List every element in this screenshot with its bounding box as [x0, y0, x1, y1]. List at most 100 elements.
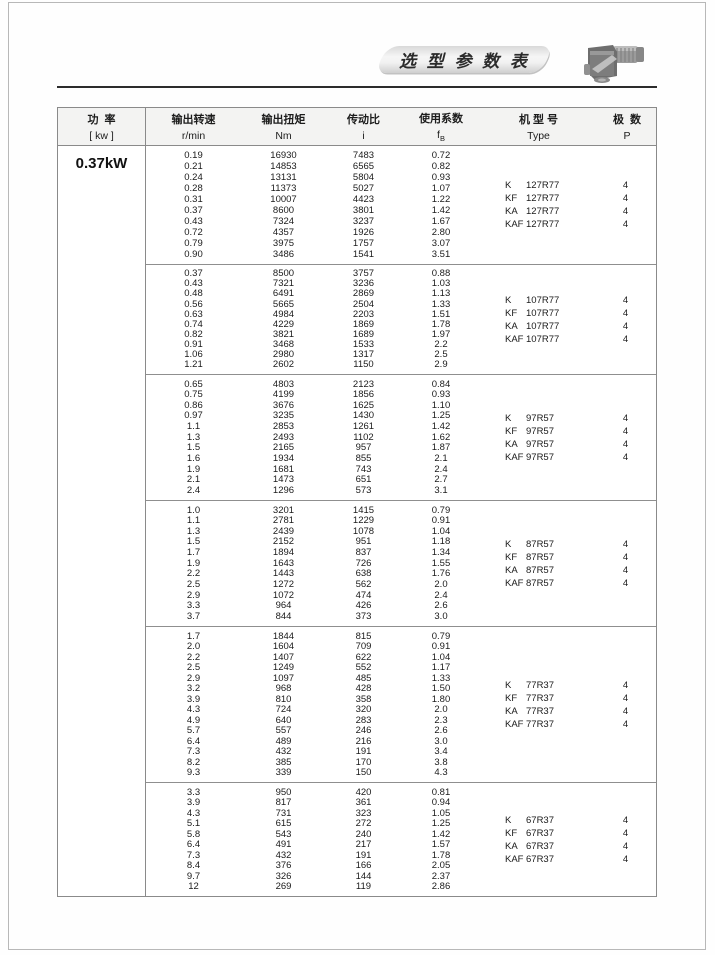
torque-value: 10007 [270, 193, 297, 205]
rpm-value: 4.9 [186, 714, 201, 726]
torque-value: 731 [275, 807, 292, 819]
rpm-value: 0.74 [184, 318, 203, 330]
service-factor-value: 1.33 [431, 298, 451, 310]
ratio-value: 166 [355, 860, 372, 871]
rpm-value: 8.4 [186, 860, 201, 871]
ratio-value: 485 [355, 672, 372, 684]
ratio-value: 358 [355, 693, 372, 705]
torque-value: 2602 [272, 359, 295, 371]
type-designation: KAF 87R57 [505, 577, 595, 590]
ratio-value: 323 [355, 807, 372, 819]
torque-value-column: 950 817 731 615 543 491 432 376 326 269 [241, 783, 326, 896]
type-designation: KAF 127R77 [505, 218, 595, 231]
poles-value: 4 [622, 438, 629, 450]
rpm-value: 3.3 [186, 786, 201, 798]
type-model: 87R57 [526, 577, 554, 589]
rpm-value: 0.90 [184, 248, 203, 260]
torque-value-column: 8500 7321 6491 5665 4984 4229 3821 3468 2980 2602 [241, 265, 326, 374]
torque-value: 326 [275, 870, 292, 882]
table-body-blocks: 0.19 0.21 0.24 0.28 0.31 0.37 0.43 0.72 0.79 0.90… [146, 146, 656, 896]
type-prefix: KA [505, 320, 518, 332]
rpm-value: 9.7 [186, 870, 201, 882]
type-model: 97R57 [526, 412, 554, 424]
rpm-value: 0.82 [184, 328, 203, 340]
type-model: 77R37 [526, 692, 554, 704]
col-header-ratio: 传动比 i [347, 114, 380, 142]
type-prefix: K [505, 180, 512, 191]
rpm-value: 5.7 [186, 725, 201, 736]
type-designation: KAF 67R37 [505, 853, 595, 866]
type-designation: K 127R77 [505, 179, 595, 192]
type-model: 67R37 [526, 827, 554, 839]
type-prefix: KA [505, 438, 518, 450]
ratio-value: 144 [355, 870, 372, 882]
service-factor-value: 2.7 [434, 474, 448, 486]
torque-value: 557 [275, 725, 292, 736]
type-model: 67R37 [526, 840, 554, 852]
service-factor-value: 1.67 [431, 215, 451, 227]
type-prefix: K [505, 294, 512, 306]
type-designation: KA 127R77 [505, 205, 595, 218]
torque-value: 4357 [272, 226, 295, 238]
ratio-value: 283 [355, 714, 372, 726]
poles-value: 4 [622, 538, 629, 550]
ratio-value: 638 [355, 568, 372, 580]
ratio-value: 6565 [352, 160, 375, 172]
torque-value-column: 4803 4199 3676 3235 2853 2493 2165 1934 1681 1473… [241, 375, 326, 500]
service-factor-value: 2.1 [434, 452, 448, 464]
service-factor-value-column: 0.72 0.82 0.93 1.07 1.22 1.42 1.67 2.80 3.07 3.51 [401, 146, 481, 264]
torque-value: 2980 [272, 349, 295, 361]
ratio-value: 815 [355, 630, 372, 642]
torque-value: 4199 [272, 389, 295, 401]
type-model: 97R57 [526, 425, 554, 437]
service-factor-value: 0.82 [431, 160, 451, 172]
torque-value: 1473 [272, 474, 295, 486]
torque-value: 950 [275, 786, 292, 798]
poles-value: 4 [622, 294, 629, 306]
rpm-value: 3.9 [186, 797, 201, 808]
model-group-block: 0.19 0.21 0.24 0.28 0.31 0.37 0.43 0.72 0.79 0.90… [146, 146, 656, 264]
rpm-value: 0.91 [184, 338, 203, 350]
ratio-value: 191 [355, 746, 372, 757]
torque-value: 1681 [272, 463, 295, 475]
torque-value-column: 3201 2781 2439 2152 1894 1643 1443 1272 1072 964 8… [241, 501, 326, 626]
type-designation: KF 97R57 [505, 425, 595, 438]
type-model: 107R77 [526, 294, 560, 306]
type-designation: KF 77R37 [505, 692, 595, 705]
rpm-value: 0.19 [184, 149, 203, 161]
poles-value: 4 [622, 705, 629, 717]
type-prefix: KF [505, 307, 518, 319]
ratio-value: 573 [355, 484, 372, 496]
type-prefix: KF [505, 193, 518, 204]
service-factor-value: 1.42 [431, 204, 451, 216]
service-factor-value: 1.25 [431, 410, 451, 422]
type-prefix: KAF [505, 853, 524, 865]
torque-value: 7321 [272, 278, 295, 290]
rpm-value: 1.21 [184, 359, 203, 371]
type-designation: KA 67R37 [505, 840, 595, 853]
ratio-value: 1102 [353, 431, 374, 443]
rpm-value: 3.2 [186, 683, 201, 694]
ratio-value: 170 [355, 756, 372, 768]
type-model: 127R77 [526, 206, 560, 217]
type-designation: K 107R77 [505, 294, 595, 307]
rpm-value: 8.2 [186, 756, 201, 768]
service-factor-value: 3.4 [434, 746, 448, 757]
service-factor-value: 3.8 [434, 756, 448, 768]
service-factor-value: 1.78 [431, 318, 451, 330]
rpm-value: 0.24 [184, 171, 203, 183]
torque-value: 432 [275, 746, 292, 757]
ratio-value: 119 [355, 881, 372, 892]
service-factor-value: 0.84 [431, 378, 451, 390]
service-factor-value: 1.76 [431, 568, 451, 580]
type-prefix: K [505, 538, 512, 550]
ratio-value: 217 [355, 839, 372, 850]
service-factor-value: 1.04 [431, 525, 451, 537]
torque-value: 491 [275, 839, 292, 850]
service-factor-value: 1.07 [431, 182, 451, 194]
rpm-value: 1.6 [186, 452, 201, 464]
model-group-block: 1.7 2.0 2.2 2.5 2.9 3.2 3.9 4.3 4.9 5.7 6.4 7.3 8.2 9… [146, 626, 656, 782]
ratio-value: 3237 [352, 215, 375, 227]
rpm-value: 1.1 [186, 515, 201, 527]
